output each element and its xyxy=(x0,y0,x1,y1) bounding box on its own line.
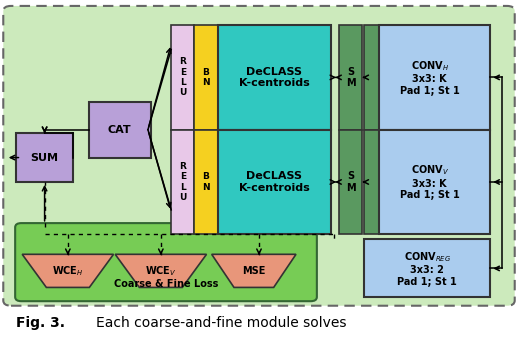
Text: WCE$_H$: WCE$_H$ xyxy=(52,264,83,278)
Text: WCE$_V$: WCE$_V$ xyxy=(145,264,177,278)
Bar xyxy=(218,25,332,130)
Bar xyxy=(379,25,491,130)
Bar xyxy=(194,130,218,234)
Bar xyxy=(379,130,491,234)
Text: B
N: B N xyxy=(202,172,210,192)
Bar xyxy=(364,130,379,234)
Text: Each coarse-and-fine module solves: Each coarse-and-fine module solves xyxy=(96,316,347,330)
Polygon shape xyxy=(22,254,113,287)
Text: CONV$_{REG}$
3x3: 2
Pad 1; St 1: CONV$_{REG}$ 3x3: 2 Pad 1; St 1 xyxy=(397,250,457,287)
Bar xyxy=(89,102,151,158)
Bar xyxy=(194,25,218,130)
Bar xyxy=(364,25,379,130)
Bar xyxy=(16,133,73,182)
Bar xyxy=(218,130,332,234)
Bar xyxy=(339,25,362,130)
Text: S
M: S M xyxy=(346,171,355,193)
Text: R
E
L
U: R E L U xyxy=(179,57,186,98)
Text: B
N: B N xyxy=(202,68,210,87)
Bar xyxy=(171,130,194,234)
FancyBboxPatch shape xyxy=(3,6,515,306)
Text: S
M: S M xyxy=(346,66,355,88)
Bar xyxy=(339,130,362,234)
Bar xyxy=(364,239,491,297)
Text: SUM: SUM xyxy=(31,153,59,162)
Text: DeCLASS
K-centroids: DeCLASS K-centroids xyxy=(239,66,310,88)
Text: MSE: MSE xyxy=(242,266,266,276)
Polygon shape xyxy=(212,254,296,287)
Text: CAT: CAT xyxy=(108,125,132,135)
Text: CONV$_V$
3x3: K
Pad 1; St 1: CONV$_V$ 3x3: K Pad 1; St 1 xyxy=(400,163,459,201)
Text: R
E
L
U: R E L U xyxy=(179,162,186,202)
Text: Fig. 3.: Fig. 3. xyxy=(16,316,65,330)
Text: CONV$_H$
3x3: K
Pad 1; St 1: CONV$_H$ 3x3: K Pad 1; St 1 xyxy=(400,59,459,96)
Text: DeCLASS
K-centroids: DeCLASS K-centroids xyxy=(239,171,310,193)
Bar xyxy=(171,25,194,130)
Polygon shape xyxy=(115,254,207,287)
FancyBboxPatch shape xyxy=(15,223,317,301)
Text: Coarse & Fine Loss: Coarse & Fine Loss xyxy=(114,279,218,289)
